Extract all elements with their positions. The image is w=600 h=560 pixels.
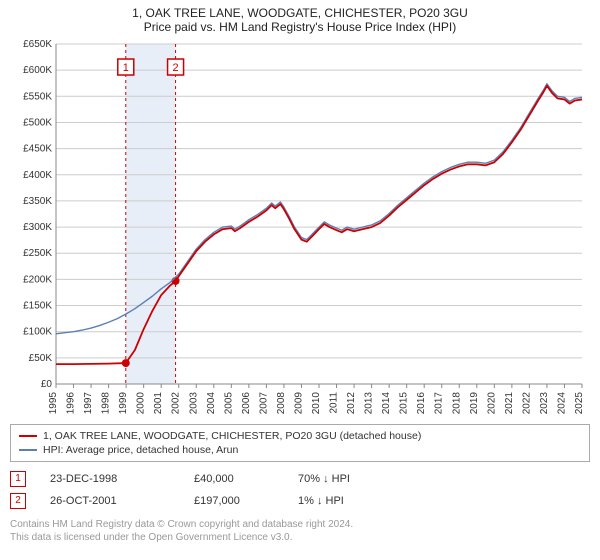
svg-text:£600K: £600K (23, 65, 52, 76)
legend-label: 1, OAK TREE LANE, WOODGATE, CHICHESTER, … (43, 430, 421, 442)
svg-text:2011: 2011 (329, 392, 340, 414)
chart-plot-area: £0 £50K £100K £150K £200K £250K £300K £350K £400… (10, 38, 590, 418)
svg-text:1996: 1996 (66, 392, 77, 415)
svg-text:2006: 2006 (241, 392, 252, 415)
event-change: 70% ↓ HPI (298, 473, 388, 485)
svg-text:1: 1 (123, 62, 129, 74)
svg-text:2015: 2015 (399, 392, 410, 415)
svg-text:2010: 2010 (311, 392, 322, 415)
event-date: 23-DEC-1998 (50, 473, 170, 485)
svg-text:£100K: £100K (23, 327, 52, 338)
legend-label: HPI: Average price, detached house, Arun (43, 444, 238, 456)
title-block: 1, OAK TREE LANE, WOODGATE, CHICHESTER, … (10, 6, 590, 34)
legend-swatch (19, 449, 37, 451)
event-price: £197,000 (194, 495, 274, 507)
svg-text:£50K: £50K (29, 353, 53, 364)
attribution-line: Contains HM Land Registry data © Crown c… (10, 518, 590, 531)
svg-text:2: 2 (173, 62, 179, 74)
svg-text:2009: 2009 (293, 392, 304, 415)
svg-text:£650K: £650K (23, 39, 52, 50)
legend-item: HPI: Average price, detached house, Arun (19, 443, 581, 457)
svg-text:£350K: £350K (23, 196, 52, 207)
svg-text:2018: 2018 (451, 392, 462, 415)
svg-text:2021: 2021 (504, 392, 515, 415)
svg-text:1997: 1997 (83, 392, 94, 415)
event-marker: 1 (10, 471, 26, 487)
event-price: £40,000 (194, 473, 274, 485)
svg-text:2003: 2003 (188, 392, 199, 415)
event-marker: 2 (10, 493, 26, 509)
svg-text:2005: 2005 (223, 392, 234, 415)
svg-text:2023: 2023 (539, 392, 550, 415)
svg-text:£150K: £150K (23, 301, 52, 312)
svg-text:2001: 2001 (153, 392, 164, 415)
legend-item: 1, OAK TREE LANE, WOODGATE, CHICHESTER, … (19, 429, 581, 443)
svg-text:2024: 2024 (556, 392, 567, 415)
legend-swatch (19, 435, 37, 437)
event-date: 26-OCT-2001 (50, 495, 170, 507)
chart-svg: £0 £50K £100K £150K £200K £250K £300K £350K £400… (10, 38, 590, 418)
svg-text:2000: 2000 (136, 392, 147, 415)
event-row: 2 26-OCT-2001 £197,000 1% ↓ HPI (10, 490, 590, 512)
svg-text:2016: 2016 (416, 392, 427, 415)
svg-text:£500K: £500K (23, 117, 52, 128)
svg-text:£300K: £300K (23, 222, 52, 233)
svg-text:£550K: £550K (23, 91, 52, 102)
svg-text:1995: 1995 (48, 392, 59, 415)
title-address: 1, OAK TREE LANE, WOODGATE, CHICHESTER, … (10, 6, 590, 20)
chart-container: 1, OAK TREE LANE, WOODGATE, CHICHESTER, … (0, 0, 600, 552)
svg-text:2025: 2025 (574, 392, 585, 415)
svg-text:£0: £0 (41, 379, 53, 390)
svg-text:1999: 1999 (118, 392, 129, 415)
svg-text:2012: 2012 (346, 392, 357, 415)
svg-text:2014: 2014 (381, 392, 392, 415)
svg-text:2004: 2004 (206, 392, 217, 415)
svg-text:£400K: £400K (23, 170, 52, 181)
event-row: 1 23-DEC-1998 £40,000 70% ↓ HPI (10, 468, 590, 490)
svg-text:2019: 2019 (469, 392, 480, 415)
legend: 1, OAK TREE LANE, WOODGATE, CHICHESTER, … (10, 424, 590, 462)
svg-text:£450K: £450K (23, 144, 52, 155)
svg-text:2017: 2017 (434, 392, 445, 415)
svg-text:2008: 2008 (276, 392, 287, 415)
svg-text:£250K: £250K (23, 248, 52, 259)
svg-text:2022: 2022 (521, 392, 532, 415)
svg-text:1998: 1998 (101, 392, 112, 415)
svg-text:2020: 2020 (486, 392, 497, 415)
event-change: 1% ↓ HPI (298, 495, 388, 507)
svg-text:2002: 2002 (171, 392, 182, 415)
svg-text:£200K: £200K (23, 274, 52, 285)
svg-text:2007: 2007 (258, 392, 269, 415)
attribution-line: This data is licensed under the Open Gov… (10, 531, 590, 544)
title-subtitle: Price paid vs. HM Land Registry's House … (10, 20, 590, 34)
svg-text:2013: 2013 (364, 392, 375, 415)
attribution: Contains HM Land Registry data © Crown c… (10, 518, 590, 544)
events-table: 1 23-DEC-1998 £40,000 70% ↓ HPI 2 26-OCT-2001… (10, 468, 590, 512)
